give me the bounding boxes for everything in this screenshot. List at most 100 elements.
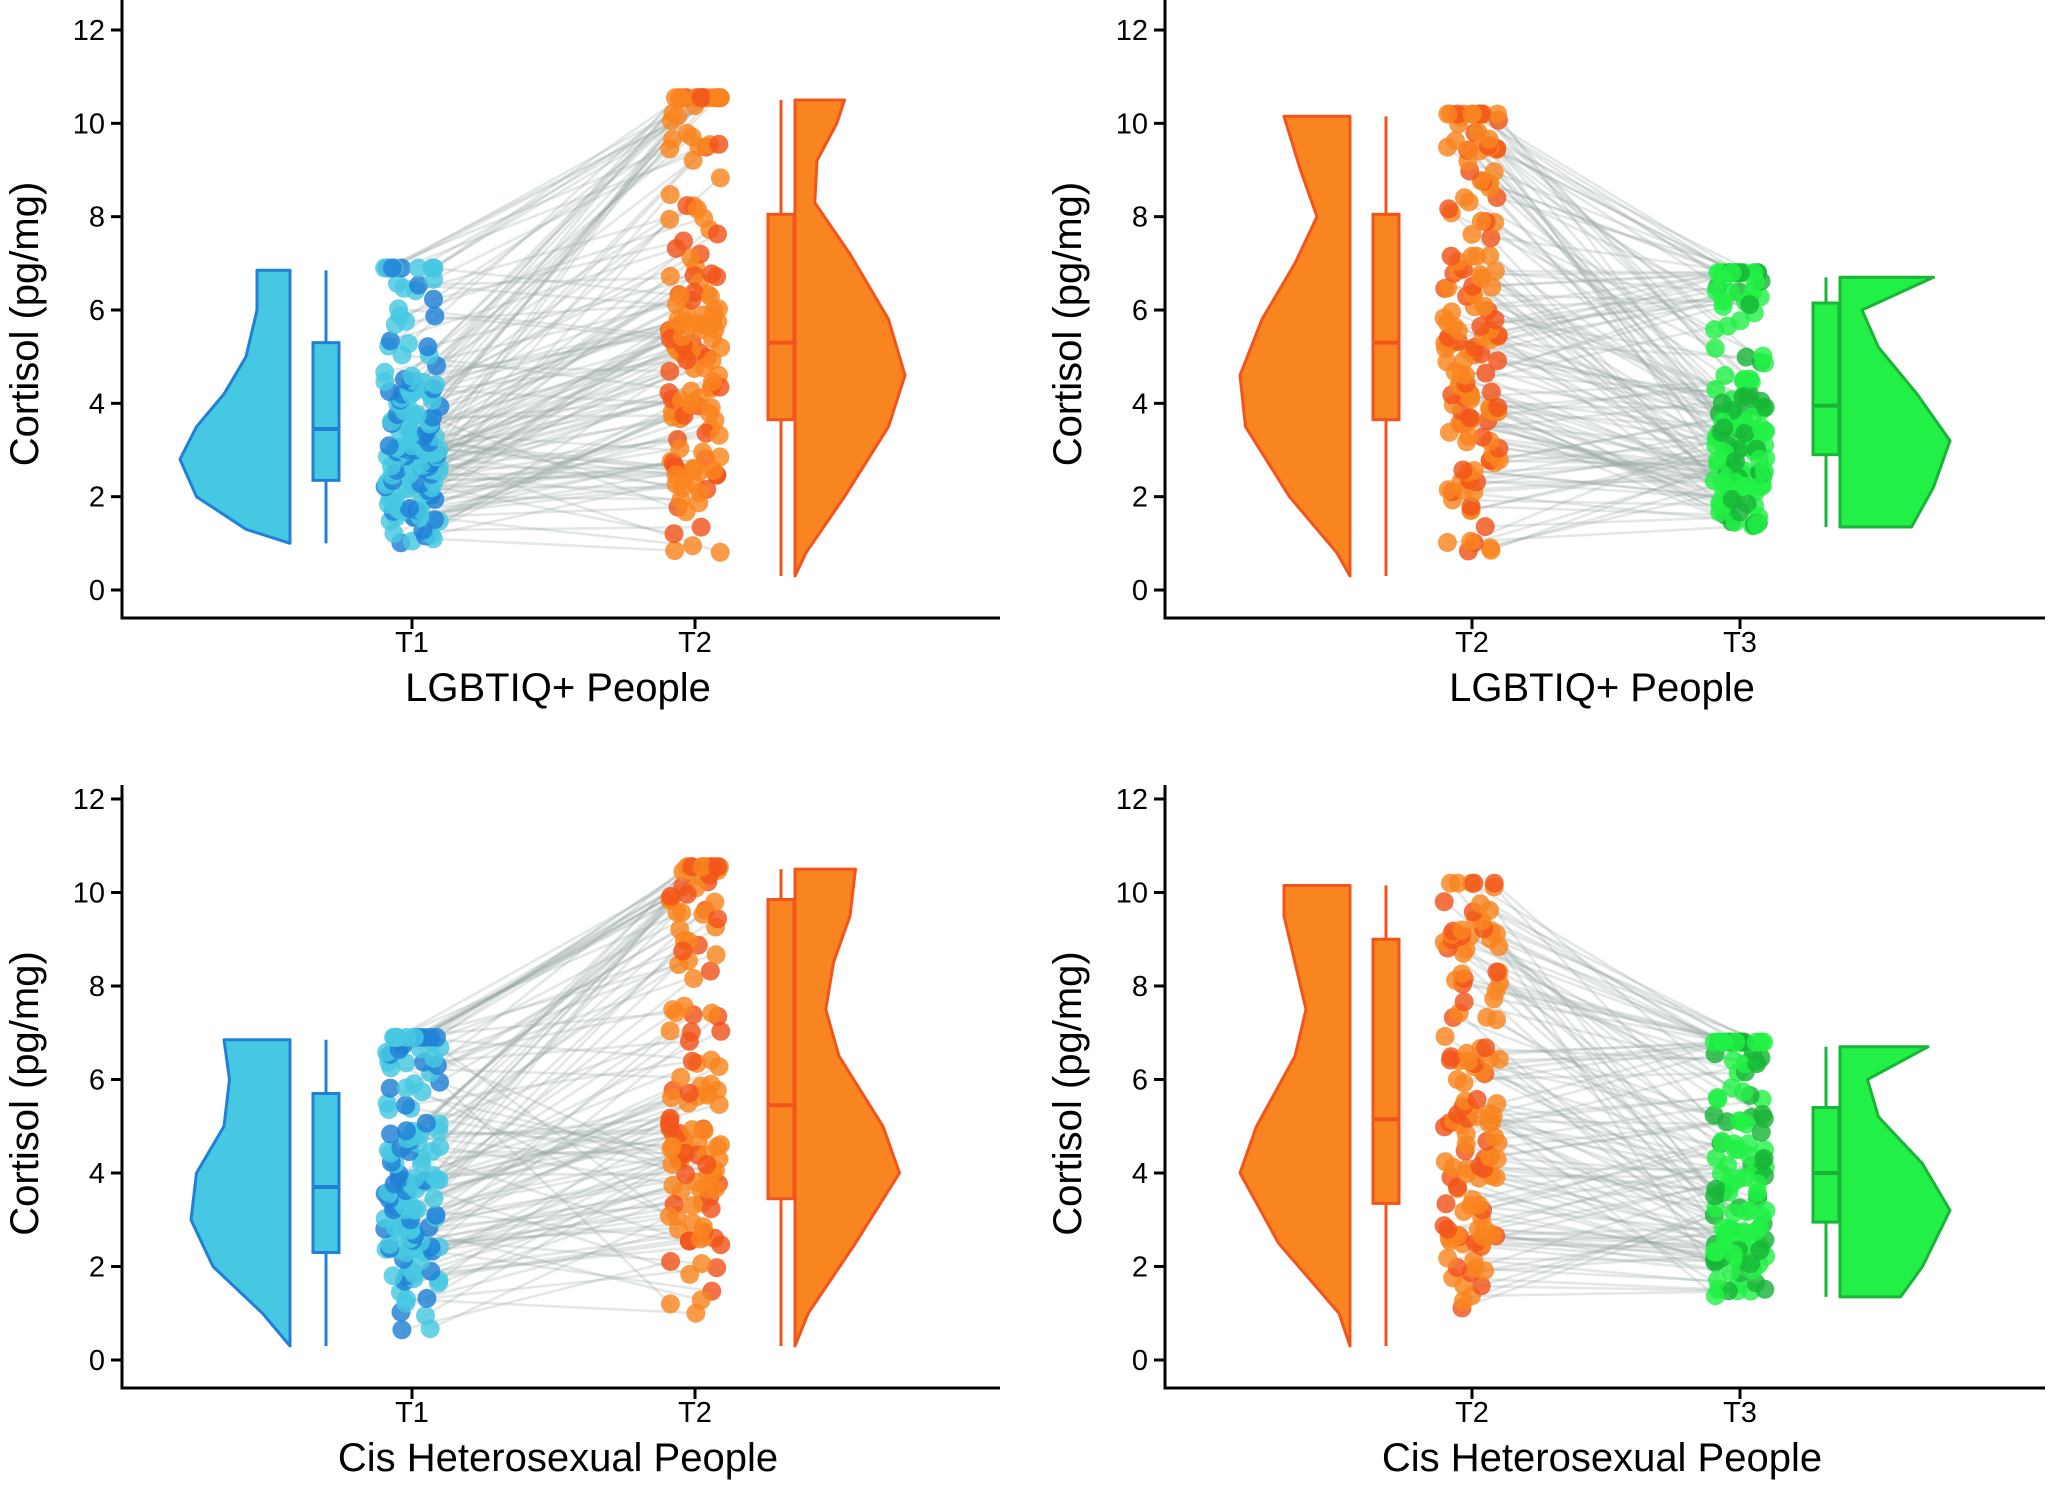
- pair-line: [1463, 396, 1755, 527]
- pair-line: [435, 977, 695, 1181]
- pair-line: [407, 1138, 684, 1195]
- pair-line: [411, 1227, 702, 1302]
- pair-line: [1462, 982, 1742, 1044]
- pair-line: [1490, 459, 1733, 552]
- pair-line: [420, 1146, 687, 1263]
- pair-line: [1458, 340, 1747, 359]
- pair-line: [1481, 1216, 1732, 1255]
- pair-line: [423, 1214, 678, 1254]
- pair-line: [413, 505, 679, 519]
- box-t1: [311, 1092, 341, 1254]
- data-point: [425, 306, 445, 326]
- pair-line: [1495, 932, 1724, 1044]
- pair-line: [431, 1041, 702, 1241]
- data-point: [680, 1264, 700, 1284]
- data-point: [1748, 477, 1768, 497]
- pair-line: [1489, 416, 1729, 462]
- data-point: [660, 361, 680, 381]
- data-point: [705, 892, 725, 912]
- pair-line: [1457, 260, 1729, 413]
- pair-line: [437, 898, 671, 1181]
- data-point: [1706, 1148, 1726, 1168]
- x-tick-label: T1: [395, 1397, 429, 1429]
- pair-line: [1457, 1181, 1730, 1237]
- pair-line: [1490, 390, 1728, 473]
- pair-line: [411, 444, 677, 477]
- data-point: [682, 1051, 702, 1071]
- pair-line: [1482, 271, 1732, 338]
- pair-line: [405, 356, 708, 458]
- data-point: [399, 334, 418, 354]
- data-point: [1729, 1169, 1748, 1189]
- pair-line: [393, 909, 707, 1185]
- pair-line: [414, 322, 714, 452]
- pair-line: [1486, 1016, 1736, 1151]
- pair-line: [1471, 882, 1737, 1044]
- pair-line: [1488, 1112, 1716, 1253]
- data-point: [1740, 369, 1760, 389]
- pair-line: [1491, 1174, 1745, 1179]
- pair-line: [1492, 1233, 1732, 1273]
- pair-line: [421, 427, 711, 496]
- data-point: [1755, 353, 1774, 373]
- pair-line: [389, 865, 706, 1155]
- pair-line: [419, 515, 693, 547]
- pair-line: [1468, 485, 1747, 553]
- data-point: [670, 286, 690, 305]
- y-tick-label: 6: [1132, 295, 1148, 327]
- pair-line: [1488, 909, 1723, 1044]
- pair-line: [435, 274, 695, 460]
- pair-line: [430, 119, 673, 451]
- pair-line: [432, 313, 705, 402]
- pair-line: [1459, 1059, 1750, 1212]
- pair-line: [405, 1228, 679, 1305]
- data-point: [1463, 1190, 1483, 1210]
- pair-line: [420, 865, 706, 1165]
- data-point: [1484, 162, 1504, 182]
- data-point: [1722, 1078, 1742, 1098]
- pair-line: [1447, 207, 1757, 525]
- data-point: [672, 327, 692, 347]
- y-tick-label: 0: [1132, 575, 1148, 607]
- pair-line: [410, 484, 683, 490]
- y-tick-label: 8: [89, 971, 105, 1003]
- pair-line: [1495, 989, 1734, 1062]
- panel-3: 0 2 4 6 8 10 12 T1 T2 Cis Heterosexual People Cort…: [3, 784, 1000, 1480]
- data-point: [430, 1137, 450, 1157]
- data-point: [1438, 1248, 1458, 1268]
- y-tick-label: 10: [1116, 878, 1148, 910]
- data-point: [1745, 1222, 1765, 1242]
- data-point: [1464, 873, 1484, 893]
- pair-line: [401, 96, 704, 450]
- pair-line: [1460, 973, 1745, 1233]
- data-point: [676, 502, 696, 522]
- pair-line: [1489, 930, 1729, 1233]
- data-point: [1722, 490, 1742, 509]
- pair-line: [392, 473, 717, 483]
- data-point: [1740, 1146, 1759, 1166]
- pair-line: [1446, 360, 1743, 488]
- data-point: [1468, 122, 1488, 142]
- data-point: [416, 1113, 436, 1133]
- data-point: [1744, 263, 1764, 283]
- pair-line: [1475, 255, 1736, 484]
- data-point: [1441, 873, 1460, 893]
- pair-line: [430, 1015, 719, 1248]
- pair-line: [434, 114, 680, 455]
- pair-line: [405, 928, 681, 1090]
- pair-line: [1447, 1164, 1753, 1231]
- data-point: [700, 961, 720, 981]
- data-point: [666, 465, 686, 485]
- pair-line: [1460, 385, 1731, 476]
- pair-line: [407, 337, 714, 460]
- data-point: [1452, 920, 1472, 940]
- pair-line: [428, 396, 700, 422]
- pair-line: [416, 461, 674, 512]
- pair-line: [397, 1091, 709, 1252]
- data-point: [659, 1206, 679, 1226]
- data-point: [687, 199, 707, 219]
- pair-line: [1451, 490, 1759, 524]
- pair-line: [1485, 220, 1746, 435]
- x-tick-label: T2: [678, 627, 712, 659]
- data-point: [387, 273, 407, 293]
